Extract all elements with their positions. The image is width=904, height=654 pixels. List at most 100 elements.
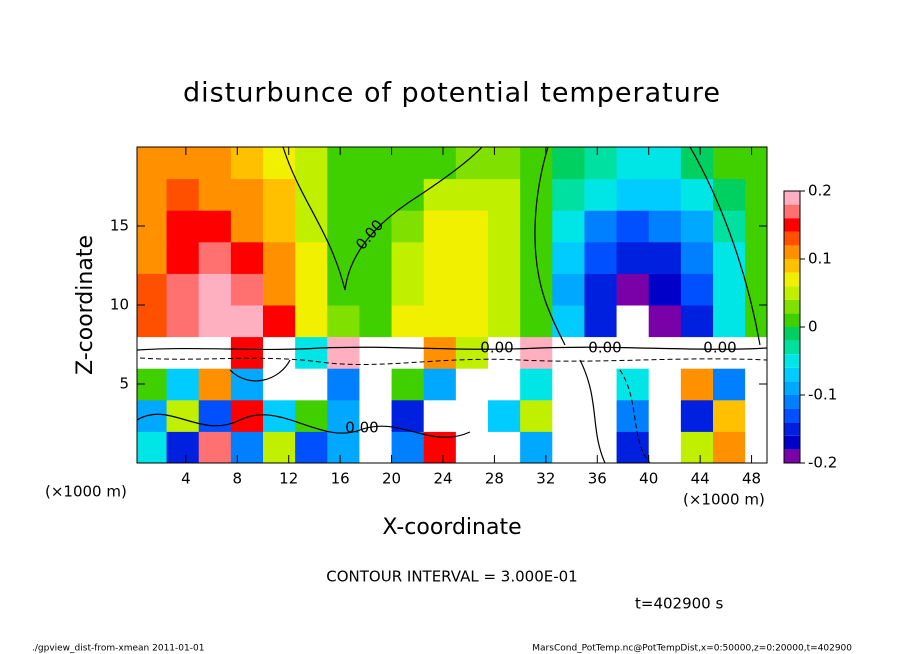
- heatmap-cell: [295, 336, 328, 369]
- heatmap-cell: [166, 368, 200, 401]
- heatmap-cell: [488, 399, 521, 432]
- colorbar-swatch: [784, 231, 800, 246]
- heatmap-cell: [745, 336, 768, 369]
- heatmap-cell: [391, 241, 425, 274]
- heatmap-cell: [198, 210, 232, 243]
- heatmap-cell: [552, 210, 585, 243]
- heatmap-cell: [198, 147, 232, 180]
- y-axis-label: Z-coordinate: [73, 235, 98, 375]
- heatmap-cell: [359, 273, 393, 306]
- heatmap-cell: [166, 178, 200, 211]
- heatmap-cell: [327, 273, 360, 306]
- heatmap-cell: [584, 210, 618, 243]
- heatmap-cell: [616, 431, 650, 464]
- colorbar-swatch: [784, 204, 800, 219]
- y-tick-label: 5: [119, 375, 129, 393]
- heatmap-cell: [488, 368, 521, 401]
- heatmap-cell: [488, 210, 521, 243]
- colorbar-tick-label: -0.1: [808, 386, 837, 404]
- heatmap-cell: [230, 368, 264, 401]
- heatmap-cell: [745, 178, 768, 211]
- x-tick-label: 20: [382, 470, 401, 488]
- heatmap-cell: [166, 147, 200, 180]
- contour-line: [619, 369, 651, 463]
- heatmap-cell: [745, 305, 768, 338]
- heatmap-cell: [648, 210, 682, 243]
- heatmap-cell: [423, 147, 457, 180]
- heatmap-cell: [680, 305, 714, 338]
- heatmap-cell: [713, 210, 746, 243]
- heatmap-cell: [680, 431, 714, 464]
- heatmap-cell: [391, 273, 425, 306]
- heatmap-cell: [616, 147, 650, 180]
- contour-line: [534, 147, 566, 346]
- contour-line: [579, 359, 606, 463]
- heatmap-cell: [359, 241, 393, 274]
- heatmap-cell: [584, 241, 618, 274]
- heatmap-cell: [391, 305, 425, 338]
- contour-line: [229, 359, 291, 382]
- heatmap-cell: [488, 305, 521, 338]
- heatmap-cell: [552, 399, 585, 432]
- heatmap-cell: [713, 305, 746, 338]
- heatmap-cell: [616, 305, 650, 338]
- heatmap-cell: [198, 336, 232, 369]
- heatmap-cell: [455, 210, 489, 243]
- x-tick-label: 32: [536, 470, 555, 488]
- heatmap-cell: [455, 147, 489, 180]
- heatmap-cell: [295, 210, 328, 243]
- heatmap-cell: [520, 368, 553, 401]
- heatmap: [137, 147, 768, 464]
- x-tick-label: 44: [691, 470, 710, 488]
- heatmap-cell: [295, 147, 328, 180]
- y-tick-label: 15: [110, 217, 129, 235]
- heatmap-cell: [552, 336, 585, 369]
- heatmap-cell: [488, 273, 521, 306]
- heatmap-cell: [295, 431, 328, 464]
- heatmap-cell: [230, 431, 264, 464]
- heatmap-cell: [295, 241, 328, 274]
- heatmap-cell: [648, 178, 682, 211]
- y-unit-label: (×1000 m): [45, 483, 127, 501]
- heatmap-cell: [327, 147, 360, 180]
- heatmap-cell: [391, 368, 425, 401]
- heatmap-cell: [648, 305, 682, 338]
- colorbar-tick-label: 0: [808, 318, 818, 336]
- heatmap-cell: [391, 147, 425, 180]
- footer-left: ./gpview_dist-from-xmean 2011-01-01: [32, 644, 204, 654]
- heatmap-cell: [616, 241, 650, 274]
- heatmap-cell: [295, 305, 328, 338]
- contour-interval: CONTOUR INTERVAL = 3.000E-01: [326, 568, 577, 586]
- heatmap-cell: [230, 241, 264, 274]
- heatmap-cell: [745, 273, 768, 306]
- heatmap-cell: [648, 147, 682, 180]
- colorbar-swatch: [784, 313, 800, 327]
- colorbar-tick-label: 0.2: [808, 182, 832, 200]
- heatmap-cell: [680, 336, 714, 369]
- heatmap-cell: [230, 399, 264, 432]
- heatmap-cell: [713, 178, 746, 211]
- heatmap-cell: [263, 368, 296, 401]
- heatmap-cell: [295, 178, 328, 211]
- heatmap-cell: [616, 336, 650, 369]
- heatmap-cell: [520, 399, 553, 432]
- footer-right: MarsCond_PotTemp.nc@PotTempDist,x=0:5000…: [532, 644, 852, 654]
- heatmap-cell: [166, 336, 200, 369]
- heatmap-cell: [198, 305, 232, 338]
- colorbar-tick-label: 0.1: [808, 250, 832, 268]
- colorbar-swatch: [784, 327, 800, 341]
- heatmap-cell: [423, 273, 457, 306]
- heatmap-cell: [230, 273, 264, 306]
- heatmap-cell: [584, 399, 618, 432]
- heatmap-cell: [584, 178, 618, 211]
- heatmap-cell: [455, 431, 489, 464]
- heatmap-cell: [198, 178, 232, 211]
- heatmap-cell: [359, 368, 393, 401]
- heatmap-cell: [423, 399, 457, 432]
- heatmap-cell: [552, 273, 585, 306]
- colorbar-swatch: [784, 299, 800, 314]
- heatmap-cell: [230, 178, 264, 211]
- heatmap-cell: [263, 399, 296, 432]
- heatmap-cell: [648, 336, 682, 369]
